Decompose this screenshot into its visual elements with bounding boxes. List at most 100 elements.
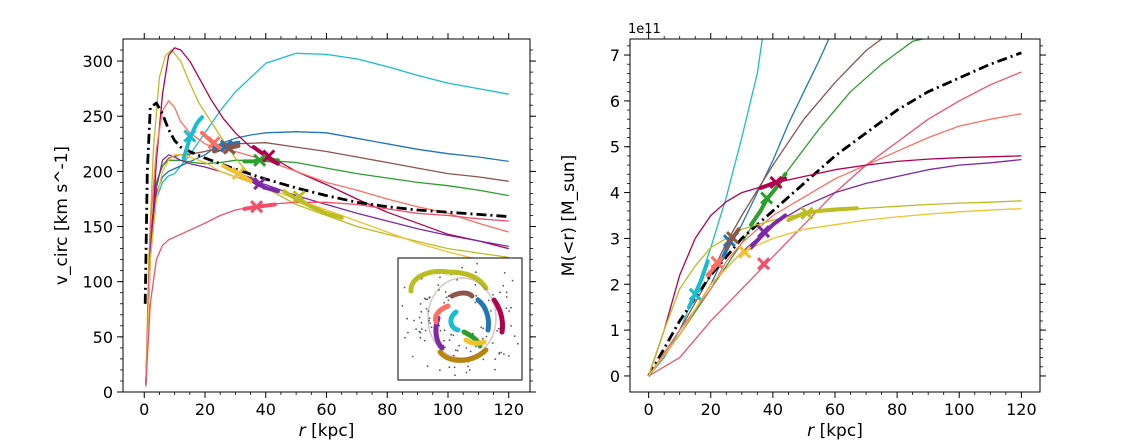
inset-dot (413, 319, 415, 322)
inset-dot (500, 351, 503, 354)
inset-dot (496, 329, 498, 332)
y-tick-label: 0 (610, 367, 620, 386)
y-tick-label: 100 (82, 273, 113, 292)
y-tick-label: 1 (610, 321, 620, 340)
inset-dot (505, 291, 508, 294)
inset-dot (401, 305, 404, 307)
series-line-olive (145, 49, 509, 387)
stream-segment-0 (687, 259, 710, 310)
inset-dot (474, 283, 477, 286)
stream-marker-4 (760, 191, 774, 205)
stream-segment-4 (758, 176, 788, 190)
inset-dot (510, 325, 512, 327)
inset-dot (461, 266, 464, 269)
y-tick-label: 2 (610, 275, 620, 294)
stream-marker-3 (725, 230, 740, 245)
inset-dot (480, 326, 483, 329)
inset-dot (426, 365, 429, 367)
y-tick-label: 6 (610, 92, 620, 111)
inset-dot (476, 262, 478, 265)
series-line-green (648, 39, 924, 377)
inset-dot (439, 369, 441, 372)
y-tick-label: 300 (82, 52, 113, 71)
inset-stream-map (397, 257, 523, 381)
stream-marker-6 (231, 167, 245, 181)
inset-dot (487, 299, 490, 302)
stream-marker-9 (757, 257, 771, 271)
x-tick-label: 80 (377, 400, 397, 419)
stream-marker-5 (262, 149, 276, 163)
series-line-crimson (647, 155, 1022, 377)
stream-marker-3 (222, 141, 236, 155)
inset-dot (439, 276, 441, 279)
stream-segment-9 (282, 189, 344, 220)
x-axis-symbol: r (807, 421, 815, 440)
inset-stream-blue (475, 297, 491, 333)
inset-dot (443, 329, 446, 332)
inset-dot (511, 279, 514, 282)
stream-marker-8 (800, 206, 814, 220)
x-tick-label: 120 (1006, 400, 1037, 419)
stream-segment-7 (786, 206, 859, 223)
x-tick-label: 0 (644, 400, 654, 419)
x-axis-symbol: r (299, 421, 307, 440)
inset-dot (492, 294, 494, 296)
y-tick-label: 4 (610, 184, 620, 203)
inset-dot (443, 339, 445, 342)
inset-dot (505, 307, 508, 309)
inset-dot (443, 301, 445, 304)
x-axis-unit: [kpc] (814, 421, 863, 440)
x-tick-label: 20 (701, 400, 721, 419)
inset-stream-yellow (463, 337, 487, 346)
inset-dot (508, 355, 510, 357)
inset-dot (499, 291, 501, 294)
inset-stream-teal (448, 309, 461, 333)
inset-dot (503, 353, 505, 355)
right-chart: 0 20 40 60 80 100 120 0 1 2 3 4 5 6 7 r [kpc] M(<r) [M_s… (559, 22, 1046, 440)
inset-dot (448, 339, 451, 342)
x-tick-label: 80 (887, 400, 907, 419)
inset-stream-brown (449, 290, 475, 299)
x-tick-label: 20 (195, 400, 215, 419)
x-axis-label: r [kpc] (299, 421, 355, 440)
inset-dot (445, 296, 448, 299)
x-tick-label: 120 (493, 400, 524, 419)
left-chart: 0 20 40 60 80 100 120 0 50 100 150 200 250 300 r [kpc]… (52, 33, 536, 440)
inset-dot (494, 358, 497, 360)
y-tick-label: 50 (93, 328, 113, 347)
inset-dot (465, 347, 468, 349)
inset-dot (448, 366, 451, 369)
inset-dot (503, 272, 506, 274)
x-tick-label: 0 (139, 400, 149, 419)
inset-dot (439, 329, 442, 332)
inset-stream-orange (433, 303, 451, 325)
series-line-lightred (648, 113, 1022, 377)
inset-dot (419, 331, 422, 334)
inset-dot (418, 316, 421, 319)
stream-marker-0 (183, 129, 197, 143)
inset-stream-olive (408, 268, 489, 294)
inset-dot (427, 310, 430, 313)
inset-dot (485, 335, 488, 338)
inset-dot (467, 365, 469, 368)
inset-dot (517, 342, 519, 345)
inset-dot (424, 329, 427, 332)
y-axis-label: M(<r) [M_sun] (559, 155, 579, 276)
inset-dot (444, 291, 447, 293)
inset-dot (456, 349, 459, 352)
inset-dot (420, 328, 423, 330)
y-tick-label: 7 (610, 46, 620, 65)
inset-dot (497, 327, 500, 330)
x-axis-label: r [kpc] (807, 421, 863, 440)
inset-dot (425, 307, 428, 310)
inset-dot (458, 344, 460, 347)
inset-dot (406, 317, 408, 320)
stream-marker-9 (250, 200, 264, 214)
y-axis-label: v_circ [km s^-1] (52, 146, 72, 285)
stream-marker-1 (207, 136, 221, 150)
y-tick-label: 5 (610, 138, 620, 157)
inset-dot (474, 271, 477, 274)
inset-dot (468, 369, 471, 371)
inset-dot (482, 358, 485, 361)
